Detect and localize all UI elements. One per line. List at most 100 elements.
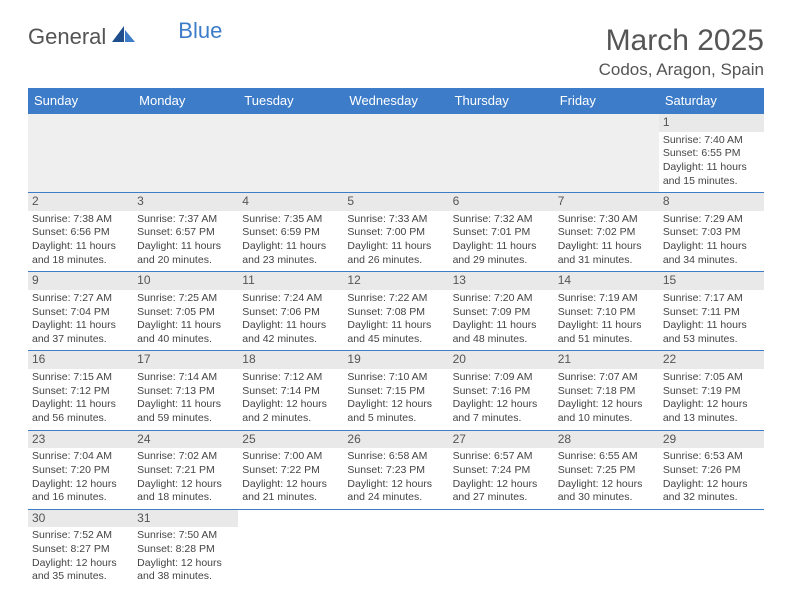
sunrise-text: Sunrise: 7:00 AM xyxy=(242,450,339,464)
day-number: 31 xyxy=(133,510,238,528)
calendar-empty-cell xyxy=(238,509,343,588)
sunrise-text: Sunrise: 7:38 AM xyxy=(32,213,129,227)
sunset-text: Sunset: 7:15 PM xyxy=(347,385,444,399)
daylight-text: and 2 minutes. xyxy=(242,412,339,426)
sunrise-text: Sunrise: 7:33 AM xyxy=(347,213,444,227)
day-number: 27 xyxy=(449,431,554,449)
sunrise-text: Sunrise: 7:07 AM xyxy=(558,371,655,385)
daylight-text: Daylight: 11 hours xyxy=(137,319,234,333)
sunrise-text: Sunrise: 7:27 AM xyxy=(32,292,129,306)
day-number: 5 xyxy=(343,193,448,211)
daylight-text: and 30 minutes. xyxy=(558,491,655,505)
calendar-empty-cell xyxy=(659,509,764,588)
daylight-text: and 51 minutes. xyxy=(558,333,655,347)
daylight-text: Daylight: 12 hours xyxy=(347,478,444,492)
daylight-text: Daylight: 11 hours xyxy=(137,398,234,412)
sunset-text: Sunset: 7:23 PM xyxy=(347,464,444,478)
sunrise-text: Sunrise: 7:22 AM xyxy=(347,292,444,306)
calendar-day-cell: 11Sunrise: 7:24 AMSunset: 7:06 PMDayligh… xyxy=(238,272,343,351)
daylight-text: and 42 minutes. xyxy=(242,333,339,347)
calendar-day-cell: 6Sunrise: 7:32 AMSunset: 7:01 PMDaylight… xyxy=(449,193,554,272)
day-number: 6 xyxy=(449,193,554,211)
daylight-text: and 23 minutes. xyxy=(242,254,339,268)
daylight-text: Daylight: 11 hours xyxy=(32,398,129,412)
daylight-text: Daylight: 11 hours xyxy=(558,240,655,254)
daylight-text: Daylight: 11 hours xyxy=(347,319,444,333)
daylight-text: Daylight: 12 hours xyxy=(663,398,760,412)
calendar-empty-cell xyxy=(28,114,133,193)
sunrise-text: Sunrise: 7:35 AM xyxy=(242,213,339,227)
sunset-text: Sunset: 7:22 PM xyxy=(242,464,339,478)
weekday-header: Monday xyxy=(133,88,238,114)
day-number: 3 xyxy=(133,193,238,211)
day-number: 23 xyxy=(28,431,133,449)
daylight-text: Daylight: 11 hours xyxy=(453,240,550,254)
calendar-empty-cell xyxy=(343,509,448,588)
sunset-text: Sunset: 7:03 PM xyxy=(663,226,760,240)
daylight-text: and 7 minutes. xyxy=(453,412,550,426)
calendar-day-cell: 1Sunrise: 7:40 AMSunset: 6:55 PMDaylight… xyxy=(659,114,764,193)
daylight-text: Daylight: 12 hours xyxy=(558,398,655,412)
calendar-header-row: SundayMondayTuesdayWednesdayThursdayFrid… xyxy=(28,88,764,114)
day-number: 2 xyxy=(28,193,133,211)
day-number: 4 xyxy=(238,193,343,211)
day-number: 15 xyxy=(659,272,764,290)
daylight-text: Daylight: 12 hours xyxy=(242,478,339,492)
daylight-text: and 31 minutes. xyxy=(558,254,655,268)
weekday-header: Saturday xyxy=(659,88,764,114)
daylight-text: Daylight: 12 hours xyxy=(663,478,760,492)
location: Codos, Aragon, Spain xyxy=(599,60,764,80)
calendar-day-cell: 29Sunrise: 6:53 AMSunset: 7:26 PMDayligh… xyxy=(659,430,764,509)
sunset-text: Sunset: 7:21 PM xyxy=(137,464,234,478)
sunrise-text: Sunrise: 7:15 AM xyxy=(32,371,129,385)
sunset-text: Sunset: 7:14 PM xyxy=(242,385,339,399)
calendar-day-cell: 31Sunrise: 7:50 AMSunset: 8:28 PMDayligh… xyxy=(133,509,238,588)
calendar-week-row: 30Sunrise: 7:52 AMSunset: 8:27 PMDayligh… xyxy=(28,509,764,588)
day-number: 13 xyxy=(449,272,554,290)
calendar-day-cell: 19Sunrise: 7:10 AMSunset: 7:15 PMDayligh… xyxy=(343,351,448,430)
daylight-text: Daylight: 11 hours xyxy=(558,319,655,333)
sunset-text: Sunset: 8:27 PM xyxy=(32,543,129,557)
calendar-day-cell: 25Sunrise: 7:00 AMSunset: 7:22 PMDayligh… xyxy=(238,430,343,509)
day-number: 7 xyxy=(554,193,659,211)
weekday-header: Wednesday xyxy=(343,88,448,114)
sunrise-text: Sunrise: 6:57 AM xyxy=(453,450,550,464)
weekday-header: Tuesday xyxy=(238,88,343,114)
sunrise-text: Sunrise: 7:17 AM xyxy=(663,292,760,306)
daylight-text: and 26 minutes. xyxy=(347,254,444,268)
sunset-text: Sunset: 7:04 PM xyxy=(32,306,129,320)
daylight-text: Daylight: 12 hours xyxy=(453,478,550,492)
brand-part1: General xyxy=(28,24,106,50)
sunset-text: Sunset: 6:57 PM xyxy=(137,226,234,240)
sunset-text: Sunset: 7:20 PM xyxy=(32,464,129,478)
day-number: 29 xyxy=(659,431,764,449)
sunset-text: Sunset: 7:11 PM xyxy=(663,306,760,320)
sunrise-text: Sunrise: 7:20 AM xyxy=(453,292,550,306)
sunset-text: Sunset: 7:08 PM xyxy=(347,306,444,320)
sunrise-text: Sunrise: 6:58 AM xyxy=(347,450,444,464)
calendar-day-cell: 22Sunrise: 7:05 AMSunset: 7:19 PMDayligh… xyxy=(659,351,764,430)
daylight-text: Daylight: 12 hours xyxy=(242,398,339,412)
calendar-day-cell: 23Sunrise: 7:04 AMSunset: 7:20 PMDayligh… xyxy=(28,430,133,509)
header: General Blue March 2025 Codos, Aragon, S… xyxy=(28,24,764,80)
daylight-text: and 37 minutes. xyxy=(32,333,129,347)
day-number: 21 xyxy=(554,351,659,369)
calendar-week-row: 23Sunrise: 7:04 AMSunset: 7:20 PMDayligh… xyxy=(28,430,764,509)
calendar-day-cell: 20Sunrise: 7:09 AMSunset: 7:16 PMDayligh… xyxy=(449,351,554,430)
title-block: March 2025 Codos, Aragon, Spain xyxy=(599,24,764,80)
day-number: 18 xyxy=(238,351,343,369)
daylight-text: and 35 minutes. xyxy=(32,570,129,584)
day-number: 30 xyxy=(28,510,133,528)
calendar-day-cell: 4Sunrise: 7:35 AMSunset: 6:59 PMDaylight… xyxy=(238,193,343,272)
daylight-text: Daylight: 11 hours xyxy=(347,240,444,254)
calendar-empty-cell xyxy=(133,114,238,193)
calendar-week-row: 9Sunrise: 7:27 AMSunset: 7:04 PMDaylight… xyxy=(28,272,764,351)
daylight-text: Daylight: 11 hours xyxy=(32,319,129,333)
sunset-text: Sunset: 7:10 PM xyxy=(558,306,655,320)
daylight-text: Daylight: 11 hours xyxy=(663,161,760,175)
sunset-text: Sunset: 6:56 PM xyxy=(32,226,129,240)
sunset-text: Sunset: 8:28 PM xyxy=(137,543,234,557)
calendar-empty-cell xyxy=(554,509,659,588)
sunset-text: Sunset: 7:18 PM xyxy=(558,385,655,399)
calendar-empty-cell xyxy=(554,114,659,193)
